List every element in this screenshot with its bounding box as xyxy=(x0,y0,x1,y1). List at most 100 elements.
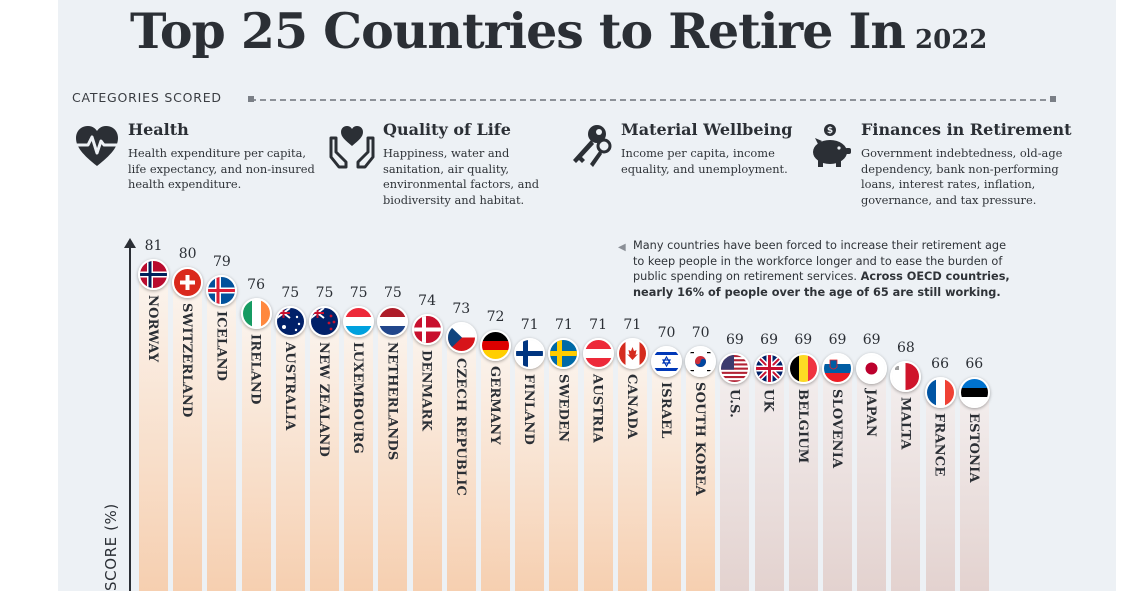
bar-value-label: 71 xyxy=(589,316,607,333)
flag-slovenia-icon xyxy=(822,353,853,385)
bar-value-label: 69 xyxy=(725,332,744,349)
country-label: U.S. xyxy=(726,389,742,419)
flag-norway-icon xyxy=(138,259,169,290)
bar xyxy=(686,359,716,591)
flag-new-zealand-icon xyxy=(309,306,340,338)
country-label: CZECH REPUBLIC xyxy=(452,357,468,497)
flag-denmark-icon xyxy=(411,314,443,346)
flag-canada-icon xyxy=(616,337,648,369)
country-label: CANADA xyxy=(623,373,639,439)
country-label: AUSTRIA xyxy=(589,373,605,443)
svg-text:$: $ xyxy=(827,126,833,136)
bar-value-label: 68 xyxy=(896,340,915,357)
bar xyxy=(446,335,476,591)
divider-dot-right xyxy=(1050,96,1056,102)
country-label: BELGIUM xyxy=(794,389,810,464)
flag-switzerland-icon xyxy=(172,266,204,298)
bar-value-label: 74 xyxy=(418,293,436,310)
bar xyxy=(788,367,818,591)
country-label: LUXEMBOURG xyxy=(350,342,366,455)
bar xyxy=(857,367,887,591)
bar xyxy=(652,359,681,591)
flag-austria-icon xyxy=(582,337,614,369)
country-label: IRELAND xyxy=(247,334,263,405)
flag-us-icon xyxy=(719,353,751,385)
country-label: GERMANY xyxy=(487,365,502,445)
bar xyxy=(378,320,408,591)
bar-value-label: 75 xyxy=(281,285,300,302)
flag-france-icon xyxy=(924,377,956,408)
bar-value-label: 80 xyxy=(178,245,197,262)
bar xyxy=(344,320,374,591)
flag-australia-icon xyxy=(274,306,306,338)
bar-value-label: 73 xyxy=(452,300,471,317)
country-label: NORWAY xyxy=(145,295,160,363)
categories-divider xyxy=(250,99,1056,101)
country-label: ISRAEL xyxy=(658,381,673,439)
bar xyxy=(720,367,750,591)
bar xyxy=(549,351,579,591)
hands-heart-icon xyxy=(329,126,375,169)
bar-value-label: 69 xyxy=(828,332,847,349)
flag-czech-republic-icon xyxy=(445,321,477,353)
country-label: AUSTRALIA xyxy=(281,342,297,431)
flag-uk-icon xyxy=(753,353,785,385)
divider-dot-left xyxy=(248,96,254,102)
country-label: FRANCE xyxy=(931,413,947,477)
bar xyxy=(823,367,852,591)
country-label: SOUTH KOREA xyxy=(692,381,708,496)
annotation-note: ◀ Many countries have been forced to inc… xyxy=(618,238,1020,300)
bar xyxy=(481,343,510,591)
country-label: ICELAND xyxy=(213,310,229,381)
piggy-bank-icon: $ xyxy=(813,124,851,167)
flag-malta-icon xyxy=(890,361,922,393)
flag-estonia-icon xyxy=(958,377,990,408)
flag-israel-icon xyxy=(651,345,682,377)
flag-japan-icon xyxy=(856,353,888,385)
category-desc: Health expenditure per capita, life expe… xyxy=(128,146,315,191)
flag-ireland-icon xyxy=(240,298,272,330)
bar xyxy=(959,391,989,591)
category-name: Material Wellbeing xyxy=(621,120,793,139)
bar-value-label: 70 xyxy=(657,324,676,341)
bar xyxy=(173,280,203,591)
country-label: UK xyxy=(760,389,776,413)
bar xyxy=(207,288,237,591)
y-axis-arrow-icon xyxy=(124,238,136,248)
bar-value-label: 71 xyxy=(623,316,642,333)
note-arrow-icon: ◀ xyxy=(618,242,626,253)
bar xyxy=(754,367,784,591)
country-label: MALTA xyxy=(897,397,913,450)
category-name: Quality of Life xyxy=(383,120,511,139)
flag-south-korea-icon xyxy=(685,345,717,377)
country-label: JAPAN xyxy=(863,389,879,438)
country-label: NETHERLANDS xyxy=(384,342,400,461)
bar xyxy=(310,320,339,591)
title-year: 2022 xyxy=(915,25,988,55)
bar-value-label: 69 xyxy=(794,332,813,349)
category-desc: Government indebtedness, old-age depende… xyxy=(861,146,1063,207)
bar-value-label: 75 xyxy=(315,285,334,302)
bar xyxy=(241,312,271,591)
bar xyxy=(139,273,168,591)
flag-finland-icon xyxy=(514,337,546,369)
bar-value-label: 75 xyxy=(349,285,368,302)
note-text: Many countries have been forced to incre… xyxy=(633,239,1007,283)
categories-label: CATEGORIES SCORED xyxy=(72,90,222,105)
bar-value-label: 69 xyxy=(760,332,778,349)
flag-belgium-icon xyxy=(787,353,819,385)
bar-value-label: 79 xyxy=(212,253,231,270)
bar-value-label: 71 xyxy=(520,316,539,333)
bar-value-label: 70 xyxy=(691,324,710,341)
country-label: DENMARK xyxy=(418,350,434,432)
bar-value-label: 76 xyxy=(247,277,265,294)
flag-iceland-icon xyxy=(206,274,238,306)
page-title: Top 25 Countries to Retire In 2022 xyxy=(130,2,1010,66)
bar-value-label: 75 xyxy=(383,285,402,302)
bar-value-label: 72 xyxy=(486,308,505,325)
bar xyxy=(617,351,647,591)
flag-germany-icon xyxy=(480,329,511,361)
bar xyxy=(515,351,545,591)
category-desc: Income per capita, income equality, and … xyxy=(621,146,788,176)
y-axis-line xyxy=(129,246,131,591)
